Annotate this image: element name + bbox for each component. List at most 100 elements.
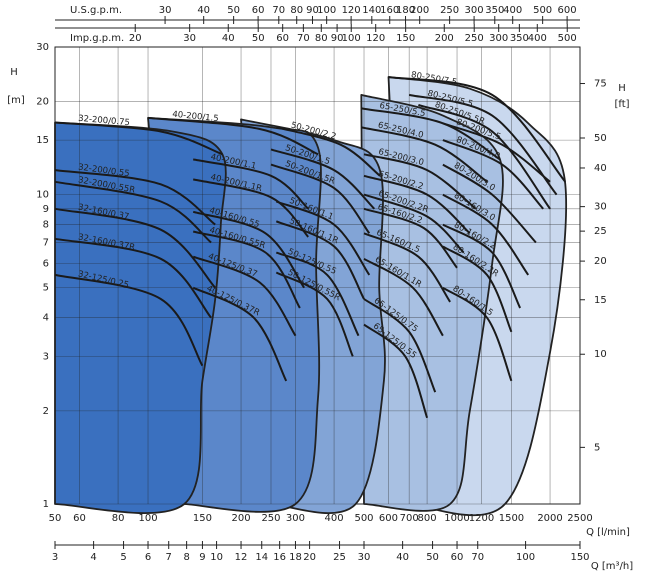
pump-curve	[363, 257, 444, 337]
pump-curve	[270, 163, 371, 234]
y2-tick-label: 30	[594, 202, 607, 213]
top-tick-label: 100	[317, 5, 336, 16]
x-tick-label: 1000	[444, 513, 469, 524]
pump-curve	[192, 230, 301, 309]
pump-curve	[361, 126, 488, 183]
top-tick-label: 30	[159, 5, 172, 16]
y2-tick-label: 15	[594, 295, 607, 306]
top-tick-label: 90	[331, 33, 344, 44]
pump-curve	[442, 286, 513, 382]
top-tick-label: 60	[276, 33, 289, 44]
top-tick-label: 250	[465, 33, 484, 44]
curve-label: 32-200/0.75	[78, 114, 131, 128]
x-tick-label: 2000	[537, 513, 562, 524]
top-tick-label: 80	[315, 33, 328, 44]
top-tick-label: 160	[380, 5, 399, 16]
pump-curve	[363, 153, 477, 210]
top-axis-label: U.S.g.p.m.	[70, 5, 122, 16]
x-tick-label: 600	[379, 513, 398, 524]
x2-tick-label: 6	[145, 552, 151, 563]
x-tick-label: 250	[261, 513, 280, 524]
top-tick-label: 30	[183, 33, 196, 44]
x2-tick-label: 30	[358, 552, 371, 563]
top-tick-label: 70	[272, 5, 285, 16]
pump-curve	[276, 126, 381, 177]
pump-curve	[363, 174, 471, 235]
y2-tick-label: 25	[594, 226, 607, 237]
y-tick-label: 6	[43, 258, 49, 269]
top-tick-label: 40	[197, 5, 210, 16]
x2-tick-label: 150	[570, 552, 589, 563]
y-tick-label: 10	[36, 190, 49, 201]
x-axis-label: Q [l/min]	[586, 527, 630, 538]
x2-tick-label: 8	[183, 552, 189, 563]
top-tick-label: 400	[503, 5, 522, 16]
y-axis-label: H	[10, 67, 18, 78]
pump-curve	[363, 323, 429, 419]
pump-curve	[54, 273, 204, 367]
pump-curve	[54, 207, 216, 289]
x-tick-label: 60	[73, 513, 86, 524]
x2-tick-label: 4	[90, 552, 96, 563]
x2-tick-label: 14	[255, 552, 268, 563]
pump-curve	[275, 271, 354, 357]
x-tick-label: 800	[418, 513, 437, 524]
y-tick-label: 3	[43, 351, 49, 362]
pump-curve	[275, 251, 360, 337]
x-tick-label: 500	[354, 513, 373, 524]
x2-tick-label: 10	[210, 552, 223, 563]
pump-curve	[54, 169, 216, 226]
pump-curve	[388, 76, 567, 183]
y-tick-label: 1	[43, 499, 49, 510]
top-tick-label: 90	[306, 5, 319, 16]
x2-tick-label: 40	[396, 552, 409, 563]
x2-tick-label: 25	[333, 552, 346, 563]
top-tick-label: 20	[129, 33, 142, 44]
y-tick-label: 2	[43, 406, 49, 417]
pump-curve	[147, 116, 319, 156]
pump-curve	[363, 193, 465, 254]
x-tick-label: 200	[231, 513, 250, 524]
y-tick-label: 20	[36, 96, 49, 107]
x-tick-label: 400	[325, 513, 344, 524]
y2-tick-label: 50	[594, 133, 607, 144]
y-tick-label: 30	[36, 42, 49, 53]
x-tick-label: 2500	[567, 513, 592, 524]
top-tick-label: 120	[366, 33, 385, 44]
y-tick-label: 5	[43, 283, 49, 294]
top-tick-label: 250	[440, 5, 459, 16]
top-tick-label: 80	[290, 5, 303, 16]
x2-tick-label: 12	[235, 552, 248, 563]
pump-curve	[192, 178, 309, 238]
x2-tick-label: 3	[52, 552, 58, 563]
pump-curve	[54, 237, 212, 319]
top-tick-label: 180	[396, 5, 415, 16]
top-tick-label: 400	[528, 33, 547, 44]
top-tick-label: 70	[297, 33, 310, 44]
pump-curve	[192, 210, 305, 289]
x2-tick-label: 50	[426, 552, 439, 563]
pump-curve	[54, 121, 223, 156]
x2-tick-label: 60	[451, 552, 464, 563]
pump-curve	[192, 255, 297, 337]
pump-curve	[442, 163, 537, 244]
pump-curve	[442, 139, 544, 210]
top-tick-label: 600	[558, 5, 577, 16]
pump-curve	[363, 232, 451, 303]
y2-axis-label: H	[618, 83, 626, 94]
y-tick-label: 7	[43, 238, 49, 249]
x2-tick-label: 7	[166, 552, 172, 563]
pump-curve	[442, 122, 551, 183]
x-tick-label: 100	[138, 513, 157, 524]
pump-curve	[54, 180, 212, 244]
top-tick-label: 50	[252, 33, 265, 44]
y-tick-label: 8	[43, 220, 49, 231]
top-tick-label: 350	[485, 5, 504, 16]
x2-tick-label: 100	[516, 552, 535, 563]
curve-label: 40-200/1.5	[172, 110, 219, 125]
x2-tick-label: 18	[289, 552, 302, 563]
top-tick-label: 300	[489, 33, 508, 44]
y-tick-label: 9	[43, 204, 49, 215]
y2-tick-label: 75	[594, 79, 607, 90]
